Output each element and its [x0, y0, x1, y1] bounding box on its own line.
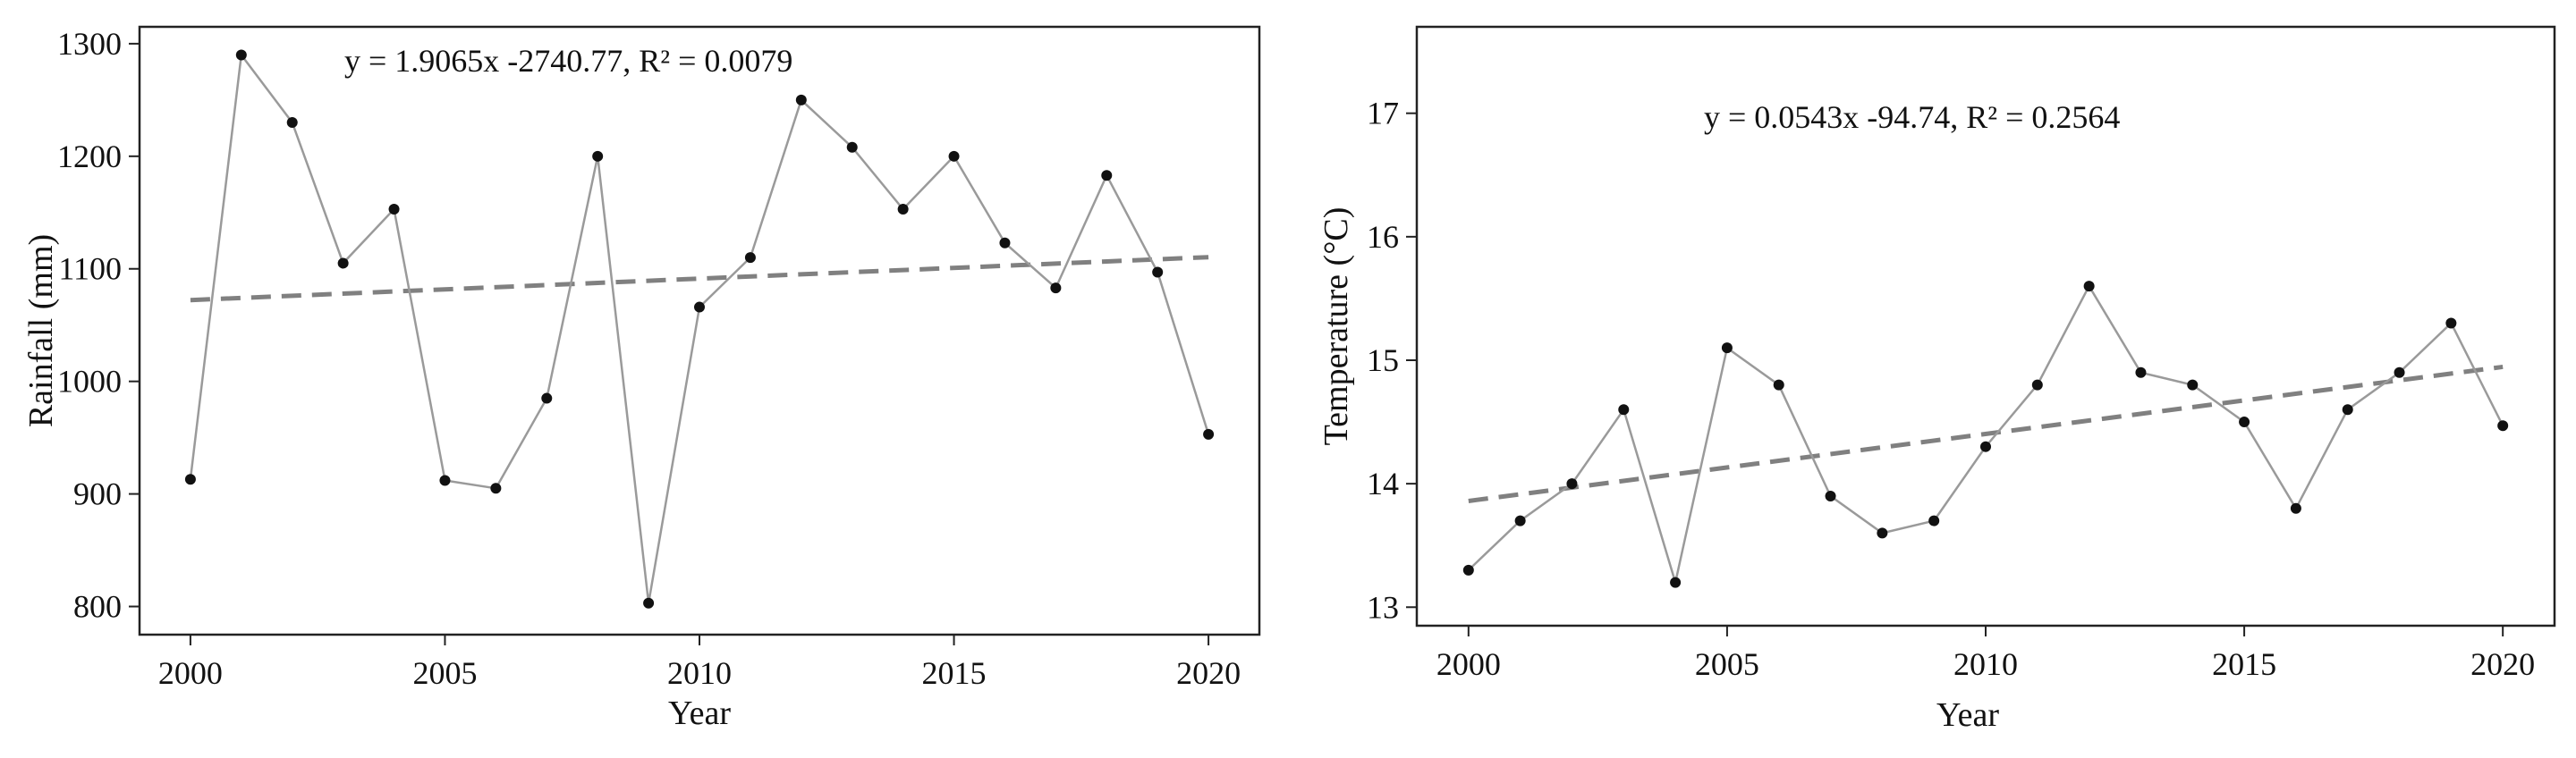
temperature-x-tick-label: 2005 — [1695, 646, 1759, 682]
temperature-data-point — [1825, 490, 1836, 501]
temperature-y-tick-label: 16 — [1367, 219, 1399, 255]
temperature-y-tick-label: 14 — [1367, 466, 1399, 501]
rainfall-chart: Year Rainfall (mm) 2000 2005 2010 2015 2020 8… — [22, 25, 1261, 732]
rainfall-y-tick-label: 1100 — [58, 251, 122, 287]
rainfall-trend-equation: y = 1.9065x -2740.77, R² = 0.0079 — [344, 43, 792, 79]
temperature-y-tick-label: 17 — [1367, 96, 1399, 131]
temperature-x-tick-label: 2015 — [2212, 646, 2276, 682]
temperature-trend-equation: y = 0.0543x -94.74, R² = 0.2564 — [1704, 99, 2120, 135]
temperature-data-point — [1773, 379, 1784, 391]
temperature-data-point — [1514, 515, 1526, 526]
rainfall-x-tick-label: 2000 — [158, 655, 223, 691]
temperature-data-point — [2497, 420, 2509, 432]
rainfall-x-tick-label: 2020 — [1176, 655, 1241, 691]
rainfall-data-point — [439, 475, 451, 486]
rainfall-data-point — [1152, 266, 1164, 278]
rainfall-y-axis-title: Rainfall (mm) — [22, 234, 60, 427]
temperature-y-axis-title: Temperature (°C) — [1318, 207, 1355, 446]
rainfall-data-point — [999, 237, 1011, 248]
temperature-y-tick-label: 15 — [1367, 342, 1399, 378]
rainfall-data-point — [1050, 282, 1062, 294]
rainfall-data-point — [1101, 170, 1113, 181]
rainfall-data-point — [337, 257, 349, 269]
rainfall-data-point — [643, 597, 655, 609]
temperature-data-point — [1618, 404, 1630, 416]
temperature-data-point — [2394, 366, 2405, 378]
rainfall-y-tick-label: 800 — [73, 589, 122, 625]
rainfall-x-axis-title: Year — [668, 695, 731, 732]
temperature-data-point — [1928, 515, 1940, 526]
temperature-data-point — [1721, 342, 1733, 354]
temperature-data-point — [1980, 441, 1991, 452]
rainfall-x-tick-label: 2010 — [667, 655, 732, 691]
rainfall-data-point — [235, 49, 247, 61]
rainfall-data-point — [897, 204, 909, 215]
temperature-data-point — [1670, 577, 1682, 588]
rainfall-data-point — [694, 301, 705, 313]
rainfall-trend-line — [190, 255, 1209, 303]
temperature-x-tick-label: 2020 — [2470, 646, 2535, 682]
temperature-data-point — [2342, 404, 2353, 416]
rainfall-x-tick-label: 2005 — [412, 655, 477, 691]
rainfall-data-point — [541, 392, 553, 404]
rainfall-data-point — [846, 141, 858, 153]
rainfall-data-point — [388, 204, 400, 215]
temperature-data-point — [1462, 564, 1474, 576]
rainfall-data-point — [286, 117, 298, 129]
rainfall-y-tick-label: 1000 — [57, 364, 122, 400]
rainfall-data-point — [592, 150, 604, 162]
rainfall-series-line — [189, 52, 1210, 603]
temperature-y-tick-label: 13 — [1367, 589, 1399, 625]
rainfall-data-point — [744, 252, 756, 264]
rainfall-y-tick-label: 1200 — [57, 139, 122, 174]
temperature-chart: Year Temperature (°C) 2000 2005 2010 2015 20… — [1318, 25, 2556, 734]
temperature-data-point — [2031, 379, 2043, 391]
temperature-data-point — [2290, 502, 2301, 514]
temperature-trend-line — [1468, 364, 2504, 503]
rainfall-plot-frame — [138, 25, 1261, 636]
temperature-x-axis-title: Year — [1936, 696, 1999, 734]
rainfall-x-tick-label: 2015 — [922, 655, 987, 691]
temperature-data-point — [2239, 417, 2250, 428]
rainfall-data-point — [1203, 428, 1215, 440]
temperature-data-point — [2135, 366, 2147, 378]
temperature-data-point — [2083, 281, 2095, 292]
rainfall-data-point — [184, 474, 196, 485]
rainfall-data-point — [490, 483, 502, 494]
temperature-data-point — [2445, 317, 2457, 329]
rainfall-y-tick-label: 1300 — [57, 26, 122, 62]
temperature-data-point — [2187, 379, 2199, 391]
rainfall-data-point — [948, 150, 960, 162]
temperature-x-tick-label: 2010 — [1953, 646, 2018, 682]
temperature-data-point — [1566, 478, 1578, 490]
rainfall-y-tick-label: 900 — [73, 476, 122, 512]
rainfall-data-point — [795, 94, 807, 105]
temperature-x-tick-label: 2000 — [1436, 646, 1501, 682]
temperature-data-point — [1877, 527, 1888, 539]
